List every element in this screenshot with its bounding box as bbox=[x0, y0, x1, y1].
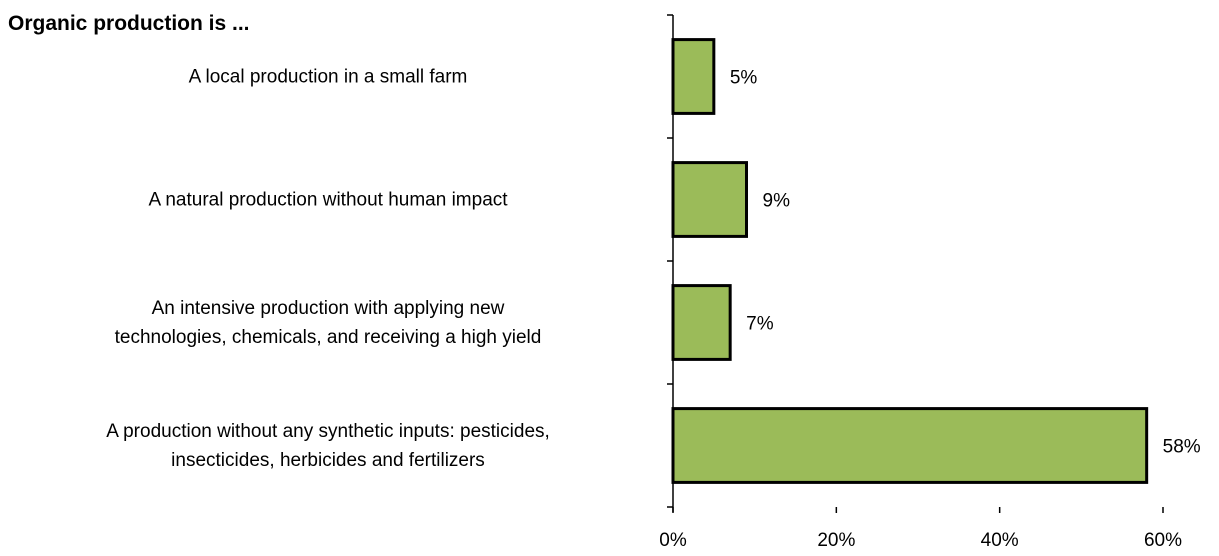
x-tick-label: 40% bbox=[981, 530, 1019, 551]
category-label: An intensive production with applying ne… bbox=[114, 297, 542, 348]
bar bbox=[671, 284, 732, 361]
data-label: 58% bbox=[1163, 437, 1201, 458]
category-label: A production without any synthetic input… bbox=[106, 420, 550, 471]
category-label: A local production in a small farm bbox=[188, 66, 468, 87]
x-tick-label: 20% bbox=[817, 530, 855, 551]
chart-title: Organic production is ... bbox=[8, 12, 250, 35]
bar bbox=[671, 161, 748, 238]
bar bbox=[671, 38, 716, 115]
x-tick-label: 0% bbox=[659, 530, 687, 551]
category-label: A natural production without human impac… bbox=[148, 189, 508, 210]
x-tick-label: 60% bbox=[1144, 530, 1182, 551]
data-label: 5% bbox=[730, 68, 758, 89]
data-label: 9% bbox=[763, 191, 791, 212]
data-label: 7% bbox=[746, 314, 774, 335]
bar bbox=[671, 407, 1149, 484]
